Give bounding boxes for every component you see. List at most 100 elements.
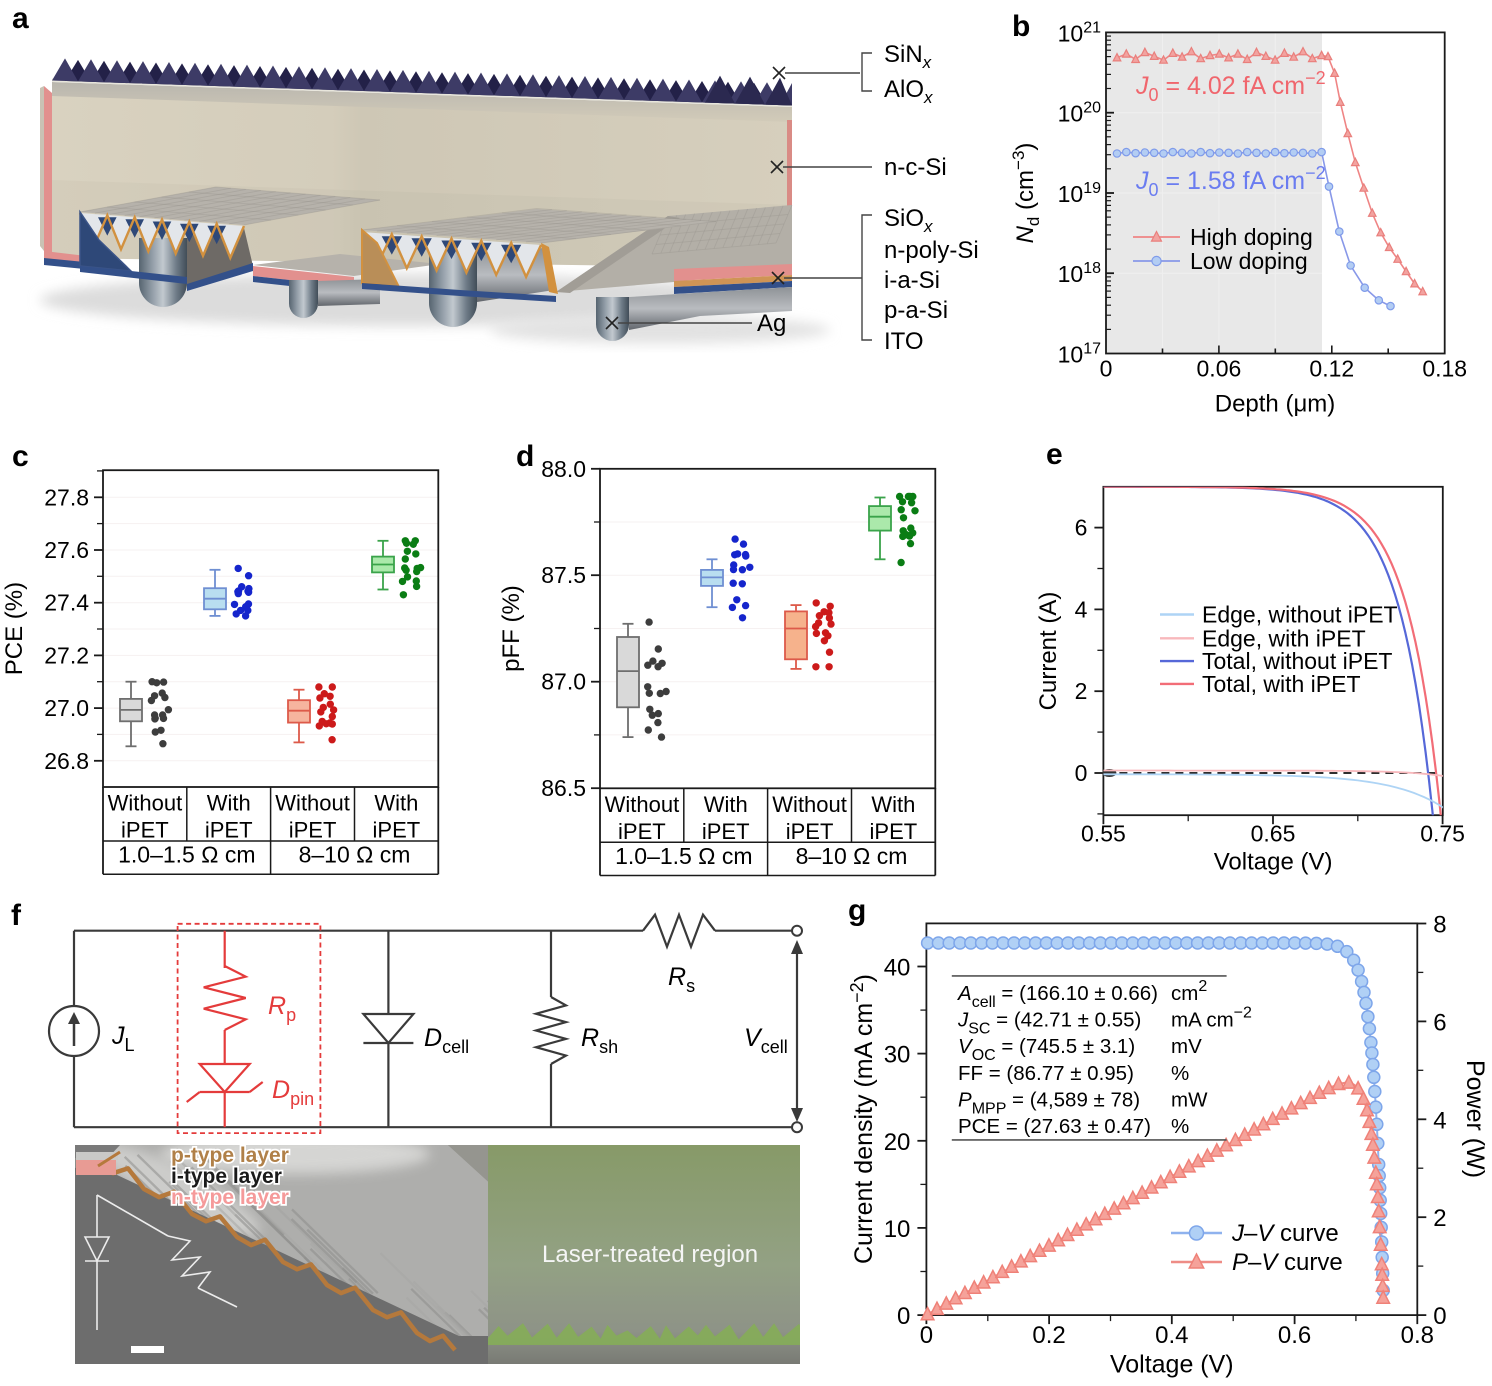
- svg-text:mV: mV: [1171, 1035, 1202, 1058]
- svg-text:10: 10: [884, 1216, 911, 1243]
- svg-text:4: 4: [1433, 1107, 1446, 1134]
- svg-text:Rsh: Rsh: [581, 1024, 618, 1057]
- svg-text:87.5: 87.5: [541, 562, 586, 588]
- svg-text:20: 20: [884, 1129, 911, 1156]
- svg-text:1020: 1020: [1058, 100, 1101, 127]
- svg-text:Depth (μm): Depth (μm): [1215, 391, 1336, 418]
- svg-text:Low doping: Low doping: [1190, 248, 1308, 274]
- svg-text:P–V curve: P–V curve: [1232, 1249, 1343, 1276]
- svg-text:FF = (86.77 ± 0.95): FF = (86.77 ± 0.95): [958, 1062, 1134, 1085]
- svg-text:Dpin: Dpin: [272, 1076, 314, 1109]
- svg-text:87.0: 87.0: [541, 669, 586, 695]
- svg-text:1.0–1.5 Ω cm: 1.0–1.5 Ω cm: [118, 842, 255, 868]
- svg-text:Laser-treated region: Laser-treated region: [542, 1241, 758, 1268]
- svg-text:a: a: [12, 2, 29, 35]
- svg-text:27.0: 27.0: [44, 695, 89, 721]
- svg-text:0.75: 0.75: [1420, 821, 1465, 847]
- svg-text:27.4: 27.4: [44, 590, 89, 616]
- svg-text:Power (W): Power (W): [1461, 1060, 1489, 1178]
- svg-text:iPET: iPET: [870, 819, 918, 844]
- svg-text:n-type layer: n-type layer: [171, 1186, 289, 1209]
- svg-text:%: %: [1171, 1062, 1189, 1085]
- svg-text:c: c: [12, 440, 29, 473]
- svg-text:0: 0: [1075, 760, 1088, 786]
- svg-text:iPET: iPET: [786, 819, 834, 844]
- svg-text:iPET: iPET: [289, 818, 337, 843]
- svg-text:Ag: Ag: [757, 310, 786, 337]
- svg-text:26.8: 26.8: [44, 748, 89, 774]
- svg-text:AlOx: AlOx: [884, 76, 933, 107]
- svg-text:i-type layer: i-type layer: [171, 1165, 282, 1188]
- svg-text:Edge, with iPET: Edge, with iPET: [1202, 625, 1366, 651]
- svg-text:n-c-Si: n-c-Si: [884, 154, 947, 181]
- svg-text:0.8: 0.8: [1401, 1322, 1434, 1349]
- svg-text:With: With: [704, 792, 748, 817]
- svg-text:p-type layer: p-type layer: [171, 1144, 289, 1167]
- svg-text:Total, without iPET: Total, without iPET: [1202, 648, 1392, 674]
- svg-text:d: d: [516, 440, 534, 473]
- svg-text:Rs: Rs: [668, 963, 695, 996]
- svg-text:1019: 1019: [1058, 180, 1101, 207]
- svg-text:p-a-Si: p-a-Si: [884, 297, 948, 324]
- svg-text:g: g: [848, 894, 866, 927]
- svg-text:iPET: iPET: [702, 819, 750, 844]
- svg-text:0: 0: [897, 1303, 910, 1330]
- svg-text:Voltage (V): Voltage (V): [1214, 849, 1333, 876]
- svg-text:Without: Without: [772, 792, 847, 817]
- svg-text:J0 = 4.02 fA cm−2: J0 = 4.02 fA cm−2: [1135, 68, 1326, 105]
- svg-text:iPET: iPET: [618, 819, 666, 844]
- svg-text:ITO: ITO: [884, 328, 924, 355]
- svg-text:With: With: [871, 792, 915, 817]
- svg-text:0.55: 0.55: [1081, 821, 1126, 847]
- svg-text:27.2: 27.2: [44, 642, 89, 668]
- svg-text:iPET: iPET: [121, 818, 169, 843]
- svg-text:0.12: 0.12: [1309, 356, 1354, 382]
- svg-text:8–10 Ω cm: 8–10 Ω cm: [796, 843, 908, 869]
- svg-text:b: b: [1012, 10, 1030, 43]
- svg-text:0.18: 0.18: [1422, 356, 1467, 382]
- svg-text:iPET: iPET: [205, 818, 253, 843]
- svg-text:%: %: [1171, 1115, 1189, 1138]
- svg-text:f: f: [11, 899, 22, 932]
- svg-text:0.4: 0.4: [1155, 1322, 1188, 1349]
- svg-text:0: 0: [920, 1322, 933, 1349]
- svg-text:0.65: 0.65: [1251, 821, 1296, 847]
- svg-text:0.6: 0.6: [1278, 1322, 1311, 1349]
- svg-text:i-a-Si: i-a-Si: [884, 267, 940, 294]
- svg-text:Voltage (V): Voltage (V): [1110, 1351, 1234, 1379]
- svg-text:Without: Without: [108, 791, 183, 816]
- svg-text:Total, with iPET: Total, with iPET: [1202, 671, 1361, 697]
- svg-text:With: With: [207, 791, 251, 816]
- svg-text:0: 0: [1100, 356, 1113, 382]
- svg-text:0.06: 0.06: [1197, 356, 1242, 382]
- svg-text:PCE = (27.63 ± 0.47): PCE = (27.63 ± 0.47): [958, 1115, 1151, 1138]
- svg-text:mW: mW: [1171, 1088, 1208, 1111]
- svg-text:0: 0: [1433, 1303, 1446, 1330]
- svg-text:pFF (%): pFF (%): [498, 585, 525, 672]
- svg-text:8: 8: [1433, 912, 1446, 939]
- svg-text:n-poly-Si: n-poly-Si: [884, 237, 979, 264]
- svg-text:PCE (%): PCE (%): [1, 582, 28, 675]
- svg-text:88.0: 88.0: [541, 456, 586, 482]
- svg-text:1017: 1017: [1058, 341, 1101, 368]
- svg-text:Without: Without: [605, 792, 680, 817]
- svg-text:2: 2: [1433, 1205, 1446, 1232]
- svg-text:6: 6: [1075, 515, 1088, 541]
- svg-text:Without: Without: [275, 791, 350, 816]
- svg-text:27.6: 27.6: [44, 537, 89, 563]
- svg-text:30: 30: [884, 1042, 911, 1069]
- svg-text:J0 = 1.58 fA cm−2: J0 = 1.58 fA cm−2: [1135, 163, 1326, 200]
- svg-text:High doping: High doping: [1190, 224, 1313, 250]
- svg-text:Dcell: Dcell: [424, 1024, 469, 1057]
- svg-text:e: e: [1046, 438, 1063, 471]
- svg-text:86.5: 86.5: [541, 775, 586, 801]
- svg-text:Vcell: Vcell: [744, 1024, 788, 1057]
- svg-text:1.0–1.5 Ω cm: 1.0–1.5 Ω cm: [615, 843, 752, 869]
- svg-text:With: With: [374, 791, 418, 816]
- svg-text:JL: JL: [111, 1022, 135, 1055]
- svg-text:iPET: iPET: [373, 818, 421, 843]
- svg-text:Current density (mA cm−2): Current density (mA cm−2): [847, 974, 878, 1264]
- svg-text:Edge, without iPET: Edge, without iPET: [1202, 602, 1398, 628]
- svg-text:27.8: 27.8: [44, 484, 89, 510]
- svg-text:0.2: 0.2: [1032, 1322, 1065, 1349]
